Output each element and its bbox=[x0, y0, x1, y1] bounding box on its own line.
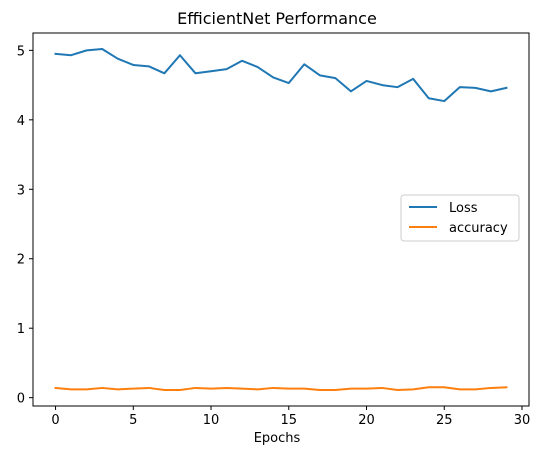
x-tick-label: 10 bbox=[203, 413, 220, 428]
x-tick-label: 25 bbox=[436, 413, 453, 428]
x-tick-label: 20 bbox=[358, 413, 375, 428]
y-tick-label: 5 bbox=[17, 44, 25, 59]
x-tick-label: 5 bbox=[129, 413, 137, 428]
x-tick-label: 0 bbox=[51, 413, 59, 428]
y-tick-label: 4 bbox=[17, 114, 25, 129]
chart-title: EfficientNet Performance bbox=[177, 9, 377, 28]
legend-label-loss: Loss bbox=[449, 201, 478, 216]
y-tick-label: 0 bbox=[17, 392, 25, 407]
x-tick-label: 30 bbox=[514, 413, 531, 428]
y-tick-label: 3 bbox=[17, 183, 25, 198]
y-tick-label: 1 bbox=[17, 322, 25, 337]
legend: Loss accuracy bbox=[401, 195, 519, 241]
y-tick-label: 2 bbox=[17, 253, 25, 268]
x-axis-label: Epochs bbox=[254, 431, 301, 446]
legend-label-accuracy: accuracy bbox=[449, 221, 508, 236]
x-tick-label: 15 bbox=[281, 413, 298, 428]
